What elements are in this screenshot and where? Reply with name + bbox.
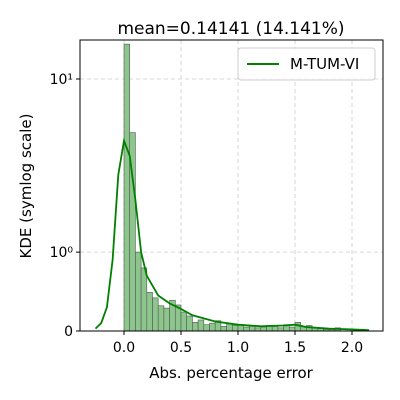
y-axis-label: KDE (symlog scale) (17, 114, 35, 259)
chart-title: mean=0.14141 (14.141%) (117, 19, 344, 39)
histogram-bar (180, 311, 187, 332)
histogram-bar (197, 319, 205, 332)
histogram-bar (294, 322, 301, 332)
histogram-bar (288, 326, 296, 332)
histogram-bar (260, 326, 267, 332)
histogram-bar (243, 326, 250, 332)
x-tick-label: 0.0 (113, 340, 135, 356)
kde-line (94, 137, 370, 332)
legend-label: M-TUM-VI (290, 55, 359, 73)
histogram-bar (157, 305, 165, 332)
histogram-bar (220, 325, 227, 332)
histogram-bar (123, 43, 131, 332)
x-tick-label: 1.0 (227, 340, 249, 356)
histogram-bar (231, 325, 239, 332)
histogram-bar (146, 292, 153, 332)
y-tick-label: 0 (64, 324, 73, 340)
histogram-bar (249, 325, 256, 332)
histogram-bar (271, 325, 279, 332)
legend-box (237, 47, 376, 81)
histogram-bar (186, 315, 193, 332)
y-tick-label: 10¹ (50, 72, 73, 88)
x-tick-label: 2.0 (341, 340, 363, 356)
histogram-bar (192, 322, 199, 332)
x-tick-label: 0.5 (170, 340, 192, 356)
histogram-bar (135, 251, 142, 332)
x-axis-label: Abs. percentage error (149, 364, 313, 382)
histogram-bar (209, 322, 216, 332)
histogram-bar (203, 324, 210, 332)
y-tick-label: 10⁰ (50, 245, 74, 261)
x-tick-label: 1.5 (284, 340, 306, 356)
histogram-bar (226, 323, 233, 332)
histogram-bar (163, 307, 170, 332)
axes-frame (79, 39, 384, 332)
histogram-bar (152, 297, 159, 332)
histogram-bar (140, 267, 148, 332)
